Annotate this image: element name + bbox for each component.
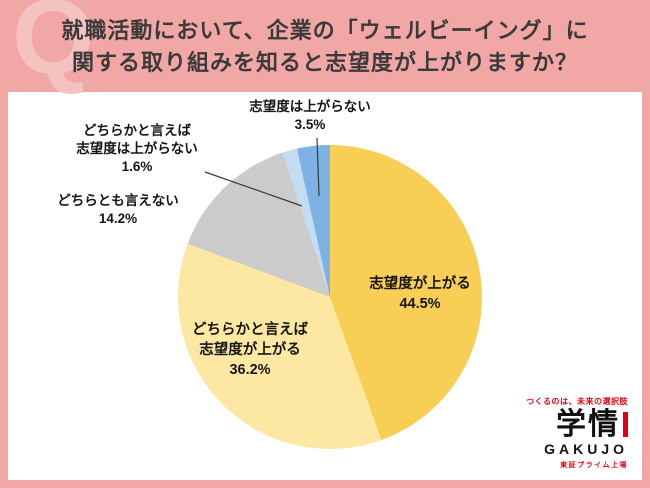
slice-label-increase: 志望度が上がる 44.5% [369, 276, 471, 312]
logo-brand-text: 学情 [556, 407, 620, 441]
logo-brand-en: GAKUJO [544, 441, 628, 457]
logo-red-bar-icon [623, 411, 628, 437]
gakujo-logo: つくるのは、未来の選択肢 学情 GAKUJO 東証プライム上場 [526, 396, 628, 471]
callout-no-increase: 志望度は上がらない 3.5% [249, 99, 371, 132]
page-title: 就職活動において、企業の「ウェルビーイング」に 関する取り組みを知ると志望度が上… [61, 18, 589, 75]
chart-panel: 志望度は上がらない 3.5% どちらかと言えば 志望度は上がらない 1.6% ど… [8, 92, 642, 480]
question-watermark: Q [12, 0, 95, 96]
callout-rather-no-increase: どちらかと言えば 志望度は上がらない 1.6% [76, 123, 198, 174]
callout-neutral: どちらとも言えない 14.2% [57, 193, 179, 226]
logo-tagline: つくるのは、未来の選択肢 [526, 396, 628, 406]
logo-brand-row: 学情 [526, 407, 628, 441]
logo-listing-text: 東証プライム上場 [560, 462, 628, 469]
slice-label-rather-increase: どちらかと言えば 志望度が上がる 36.2% [192, 322, 308, 378]
header: Q 就職活動において、企業の「ウェルビーイング」に 関する取り組みを知ると志望度… [0, 0, 650, 92]
